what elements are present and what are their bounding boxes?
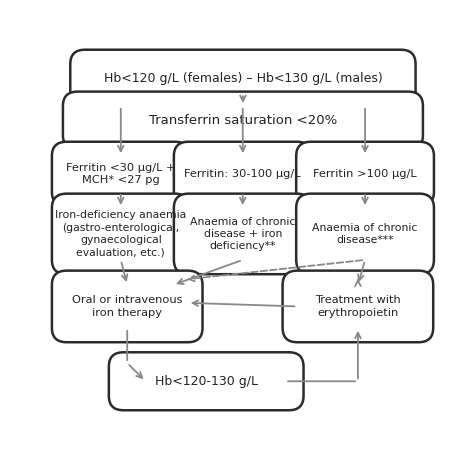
FancyBboxPatch shape: [174, 193, 311, 274]
FancyBboxPatch shape: [52, 142, 190, 206]
FancyBboxPatch shape: [296, 142, 434, 206]
FancyBboxPatch shape: [52, 193, 190, 274]
Text: Hb<120 g/L (females) – Hb<130 g/L (males): Hb<120 g/L (females) – Hb<130 g/L (males…: [103, 72, 383, 85]
Text: Ferritin <30 μg/L +
MCH* <27 pg: Ferritin <30 μg/L + MCH* <27 pg: [66, 163, 175, 185]
Text: Oral or intravenous
iron therapy: Oral or intravenous iron therapy: [72, 295, 182, 318]
Text: Anaemia of chronic
disease + iron
deficiency**: Anaemia of chronic disease + iron defici…: [190, 217, 295, 251]
Text: Anaemia of chronic
disease***: Anaemia of chronic disease***: [312, 223, 418, 245]
FancyBboxPatch shape: [283, 271, 433, 342]
FancyBboxPatch shape: [63, 92, 423, 150]
Text: Iron-deficiency anaemia
(gastro-enterological,
gynaecological
evaluation, etc.): Iron-deficiency anaemia (gastro-enterolo…: [55, 210, 186, 258]
FancyBboxPatch shape: [296, 193, 434, 274]
Text: Ferritin: 30-100 μg/L: Ferritin: 30-100 μg/L: [184, 169, 301, 179]
FancyBboxPatch shape: [70, 50, 416, 108]
FancyBboxPatch shape: [52, 271, 202, 342]
Text: Transferrin saturation <20%: Transferrin saturation <20%: [149, 114, 337, 127]
FancyBboxPatch shape: [174, 142, 311, 206]
Text: Hb<120-130 g/L: Hb<120-130 g/L: [155, 375, 258, 388]
FancyBboxPatch shape: [109, 352, 303, 410]
Text: Treatment with
erythropoietin: Treatment with erythropoietin: [315, 295, 401, 318]
Text: Ferritin >100 μg/L: Ferritin >100 μg/L: [313, 169, 417, 179]
